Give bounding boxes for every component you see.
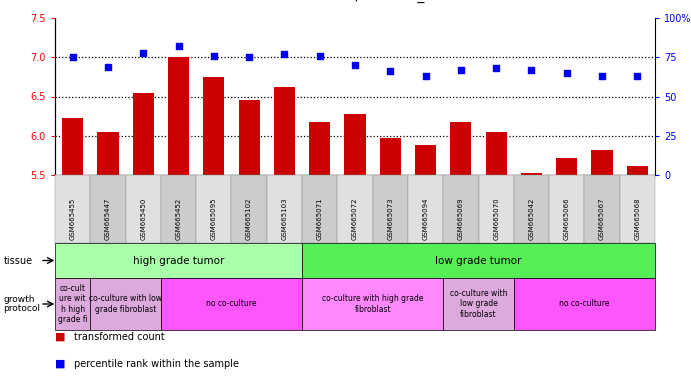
Point <box>314 53 325 59</box>
Bar <box>451 122 471 175</box>
Bar <box>521 174 542 175</box>
Bar <box>203 77 225 175</box>
Point <box>455 67 466 73</box>
Text: GSM665071: GSM665071 <box>316 197 323 240</box>
Bar <box>168 57 189 175</box>
Text: GSM665073: GSM665073 <box>387 197 393 240</box>
Text: co-culture with
low grade
fibroblast: co-culture with low grade fibroblast <box>450 290 507 319</box>
Text: ■: ■ <box>55 332 66 342</box>
Text: percentile rank within the sample: percentile rank within the sample <box>75 359 239 369</box>
Bar <box>97 132 119 175</box>
Point <box>632 73 643 79</box>
Text: GSM665455: GSM665455 <box>70 198 75 240</box>
Text: ■: ■ <box>55 359 66 369</box>
Text: GSM665042: GSM665042 <box>529 197 534 240</box>
Point <box>385 68 396 74</box>
Text: GSM665072: GSM665072 <box>352 197 358 240</box>
Text: GSM665450: GSM665450 <box>140 197 146 240</box>
Text: tissue: tissue <box>3 255 32 265</box>
Text: co-cult
ure wit
h high
grade fi: co-cult ure wit h high grade fi <box>58 285 88 324</box>
Text: GDS4055 / 212336_at: GDS4055 / 212336_at <box>285 0 438 3</box>
Text: GSM665452: GSM665452 <box>176 198 182 240</box>
Bar <box>62 119 83 175</box>
Point <box>279 51 290 57</box>
Text: GSM665447: GSM665447 <box>105 197 111 240</box>
Bar <box>415 145 436 175</box>
Bar <box>274 87 295 175</box>
Bar <box>591 150 613 175</box>
Text: GSM665070: GSM665070 <box>493 197 499 240</box>
Bar <box>133 93 154 175</box>
Point <box>67 54 78 60</box>
Text: GSM665102: GSM665102 <box>246 197 252 240</box>
Point <box>420 73 431 79</box>
Point <box>526 67 537 73</box>
Point <box>173 43 184 49</box>
Text: co-culture with low
grade fibroblast: co-culture with low grade fibroblast <box>89 295 162 313</box>
Bar <box>486 132 507 175</box>
Bar <box>238 101 260 175</box>
Text: GSM665069: GSM665069 <box>458 197 464 240</box>
Point <box>596 73 607 79</box>
Text: GSM665094: GSM665094 <box>423 197 428 240</box>
Text: GSM665068: GSM665068 <box>634 197 641 240</box>
Point <box>491 65 502 71</box>
Text: GSM665066: GSM665066 <box>564 197 570 240</box>
Point <box>102 64 113 70</box>
Point <box>138 50 149 56</box>
Text: low grade tumor: low grade tumor <box>435 255 522 265</box>
Bar <box>344 114 366 175</box>
Text: GSM665095: GSM665095 <box>211 197 217 240</box>
Bar <box>380 138 401 175</box>
Text: growth
protocol: growth protocol <box>3 295 41 313</box>
Text: co-culture with high grade
fibroblast: co-culture with high grade fibroblast <box>322 295 424 313</box>
Text: no co-culture: no co-culture <box>206 300 257 308</box>
Text: no co-culture: no co-culture <box>559 300 609 308</box>
Point <box>244 54 255 60</box>
Bar <box>627 166 648 175</box>
Text: transformed count: transformed count <box>75 332 165 342</box>
Bar <box>309 122 330 175</box>
Text: GSM665067: GSM665067 <box>599 197 605 240</box>
Text: high grade tumor: high grade tumor <box>133 255 224 265</box>
Bar <box>556 158 578 175</box>
Point <box>350 62 361 68</box>
Text: GSM665103: GSM665103 <box>281 197 287 240</box>
Point <box>561 70 572 76</box>
Point <box>208 53 219 59</box>
